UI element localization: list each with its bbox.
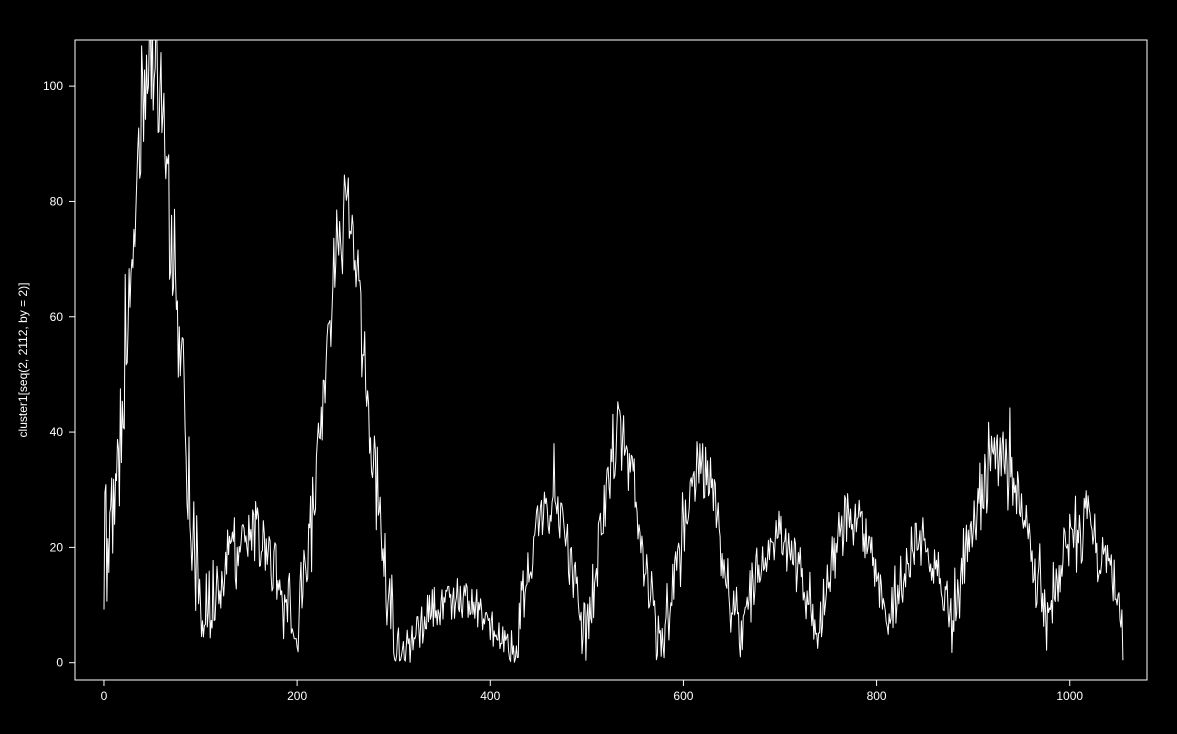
x-tick-label: 0 (101, 689, 108, 703)
x-tick-label: 200 (287, 689, 307, 703)
y-axis-label: cluster1[seq(2, 2112, by = 2)] (16, 283, 30, 438)
chart-container: 0 200 400 600 800 1000 0 20 40 60 80 100 cluster1[… (0, 0, 1177, 734)
x-tick-label: 800 (867, 689, 887, 703)
y-tick-label: 20 (50, 540, 64, 554)
y-tick-label: 100 (43, 79, 63, 93)
x-tick-label: 600 (673, 689, 693, 703)
line-chart: 0 200 400 600 800 1000 0 20 40 60 80 100 cluster1[… (0, 0, 1177, 734)
y-tick-label: 0 (56, 656, 63, 670)
y-tick-label: 80 (50, 194, 64, 208)
x-tick-label: 1000 (1056, 689, 1083, 703)
y-tick-label: 60 (50, 310, 64, 324)
x-tick-label: 400 (480, 689, 500, 703)
y-tick-label: 40 (50, 425, 64, 439)
